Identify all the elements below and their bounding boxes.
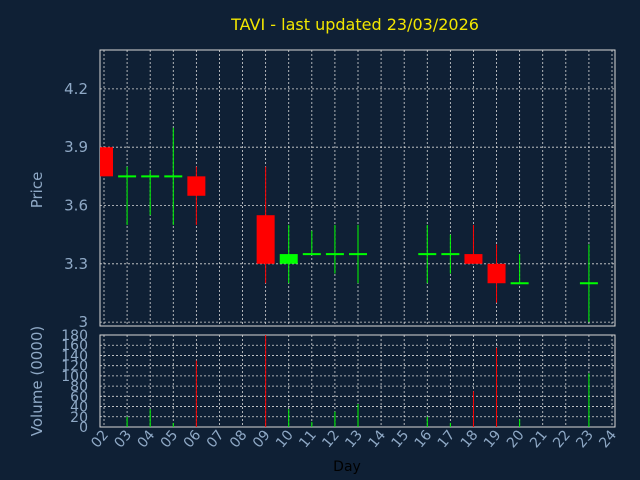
price-tick-label: 4.2 <box>64 80 88 98</box>
candle-body <box>100 147 113 177</box>
volume-bars <box>126 335 590 427</box>
volume-tick-label: 140 <box>61 348 88 364</box>
x-tick-label: 21 <box>527 427 551 451</box>
x-tick-label: 05 <box>158 427 182 451</box>
x-tick-label: 06 <box>181 427 205 451</box>
x-tick-label: 24 <box>596 427 620 451</box>
x-tick-label: 07 <box>204 427 228 451</box>
x-tick-label: 03 <box>111 427 135 451</box>
candle-body <box>487 263 506 284</box>
price-tick-label: 3.6 <box>64 196 88 214</box>
price-gridlines <box>100 50 615 326</box>
volume-axis-label: Volume (0000) <box>28 326 46 436</box>
x-tick-label: 14 <box>365 427 389 451</box>
price-tick-label: 3.9 <box>64 138 88 156</box>
volume-tick-label: 20 <box>70 410 88 426</box>
price-panel: 4.2 3.9 3.6 3.3 3 Price <box>28 49 616 331</box>
x-tick-label: 17 <box>435 427 459 451</box>
x-tick-label: 13 <box>342 427 366 451</box>
price-tick-label: 3 <box>78 313 88 331</box>
candle-body <box>256 215 275 264</box>
x-tick-label: 11 <box>296 427 320 451</box>
volume-tick-label: 100 <box>61 369 88 385</box>
x-tick-label: 20 <box>504 427 528 451</box>
x-tick-label: 19 <box>481 427 505 451</box>
chart-title: TAVI - last updated 23/03/2026 <box>230 15 479 34</box>
x-tick-label: 16 <box>412 427 436 451</box>
volume-tick-label: 0 <box>79 420 88 436</box>
volume-tick-label: 40 <box>70 400 88 416</box>
candle-body <box>464 254 483 264</box>
x-tick-labels: 02 03 04 05 06 07 08 09 10 11 12 13 14 15 16 17 18 19 20 21… <box>88 427 620 451</box>
candles <box>100 127 598 323</box>
volume-tick-label: 180 <box>61 328 88 344</box>
volume-tick-label: 60 <box>70 389 88 405</box>
x-axis-label: Day <box>333 459 361 475</box>
price-axis-label: Price <box>28 172 46 209</box>
volume-tick-label: 120 <box>61 359 88 375</box>
candle-body <box>279 254 298 264</box>
x-tick-label: 22 <box>550 427 574 451</box>
x-tick-label: 02 <box>88 427 112 451</box>
volume-tick-label: 80 <box>70 379 88 395</box>
volume-tick-label: 160 <box>61 338 88 354</box>
candle-body <box>187 176 206 196</box>
x-tick-label: 15 <box>389 427 413 451</box>
x-tick-label: 18 <box>458 427 482 451</box>
price-plot-area <box>99 49 616 327</box>
x-tick-label: 04 <box>135 427 159 451</box>
price-tick-label: 3.3 <box>64 255 88 273</box>
x-tick-label: 10 <box>273 427 297 451</box>
x-tick-label: 12 <box>319 427 343 451</box>
x-tick-label: 08 <box>227 427 251 451</box>
x-tick-label: 23 <box>573 427 597 451</box>
x-tick-label: 09 <box>250 427 274 451</box>
price-tick-labels: 4.2 3.9 3.6 3.3 3 <box>64 80 88 331</box>
